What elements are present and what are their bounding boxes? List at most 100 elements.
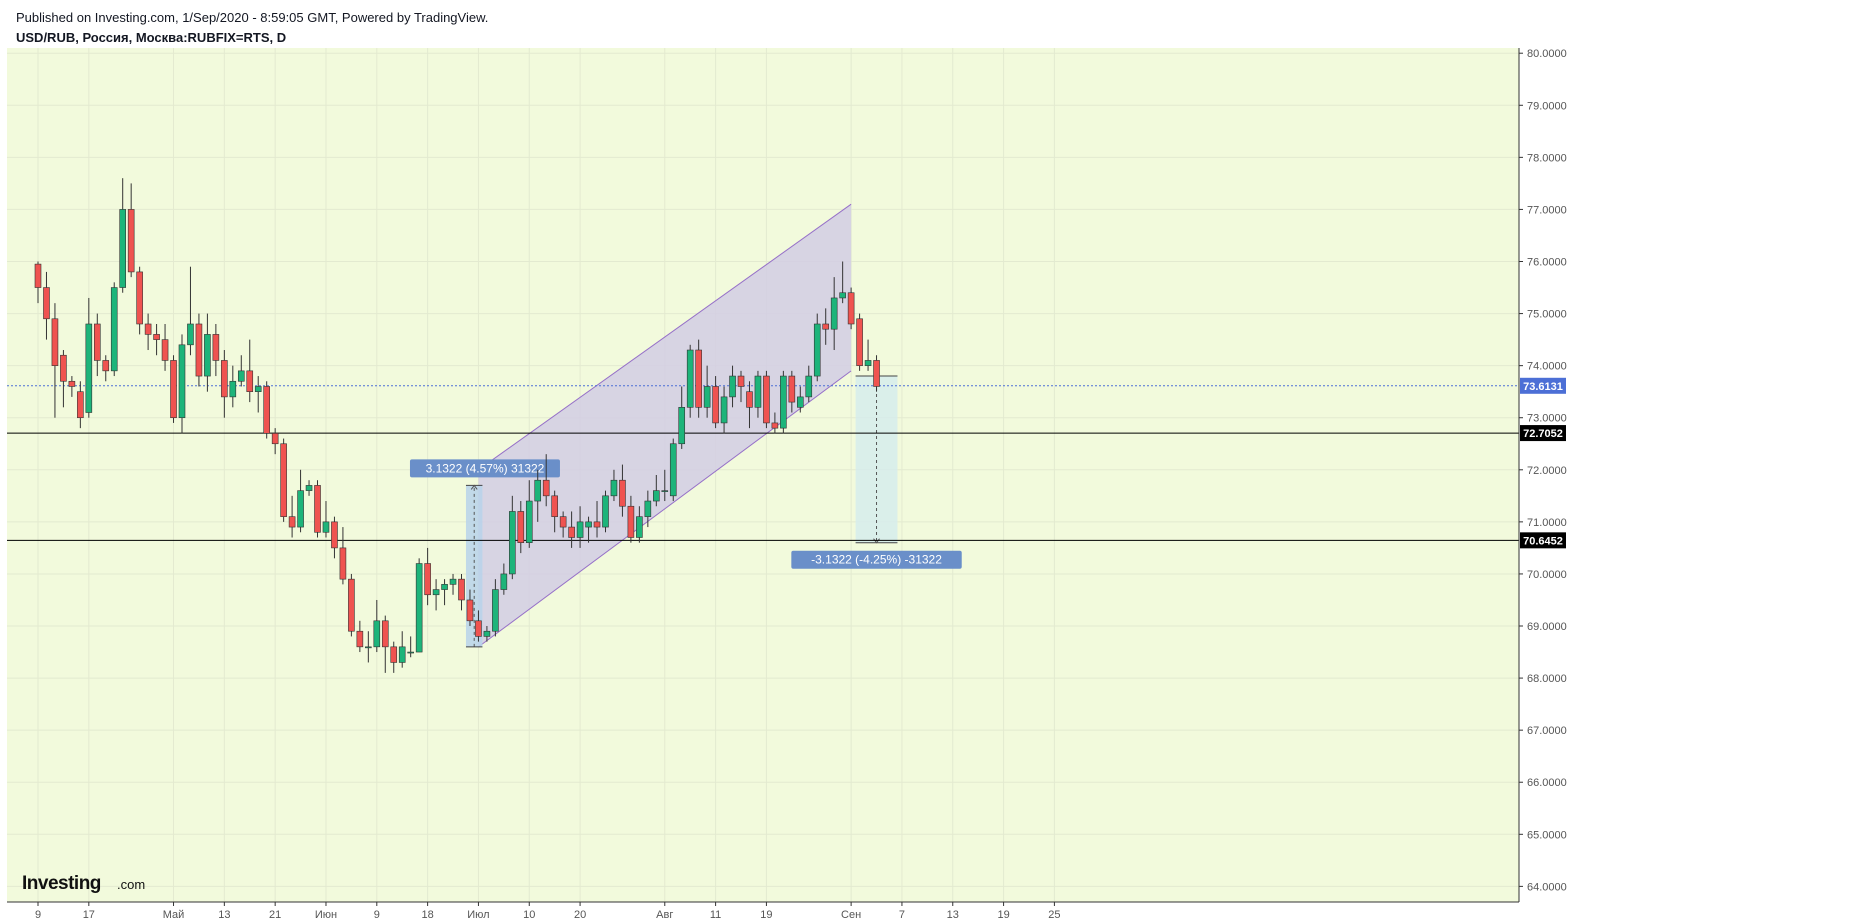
candle-body [297, 490, 304, 528]
candle-body [847, 292, 855, 325]
horizontal-levels[interactable] [7, 385, 1519, 541]
candle [492, 579, 499, 637]
axes: 80.0000 79.0000 78.0000 77.0000 76.0000 75.00… [7, 48, 1567, 921]
candle [339, 527, 347, 585]
candle [356, 620, 364, 653]
x-tick-label: 25 [1048, 909, 1060, 921]
candle-body [678, 407, 686, 445]
x-tick-label: Сен [841, 909, 861, 921]
candle [415, 558, 423, 653]
channel-lower-line[interactable] [478, 370, 852, 648]
candle-body [51, 318, 59, 366]
candle-body [796, 396, 804, 408]
candle-body [729, 375, 736, 398]
candle-body [830, 297, 838, 330]
candle [263, 381, 270, 439]
candle-body [187, 323, 194, 346]
candle-body [415, 563, 423, 653]
candles [34, 178, 880, 673]
candle [373, 599, 381, 653]
x-tick-label: 20 [574, 909, 586, 921]
candle-body [271, 433, 279, 445]
candle-body [856, 318, 863, 366]
candle-body [441, 584, 448, 590]
level-price-label: 70.6452 [1523, 535, 1563, 547]
channel-upper-line[interactable] [478, 203, 852, 471]
candle-body [60, 354, 67, 382]
candle-body [119, 209, 126, 288]
candle-body [381, 620, 389, 648]
x-tick-label: 18 [421, 909, 433, 921]
candle [280, 438, 287, 522]
candle [390, 641, 398, 673]
candle [754, 370, 762, 418]
y-tick-label: 67.0000 [1527, 725, 1567, 737]
candle [398, 631, 406, 668]
x-tick-label: 9 [374, 909, 380, 921]
candle [127, 183, 135, 278]
candle [500, 563, 508, 595]
y-tick-label: 75.0000 [1527, 309, 1567, 321]
candle-body [390, 646, 398, 663]
candle-body [110, 287, 118, 372]
candle [60, 350, 67, 408]
candle [153, 323, 160, 356]
candle [669, 438, 677, 502]
candle [187, 266, 194, 356]
candle-body [195, 323, 203, 377]
candle [678, 386, 686, 449]
candle-body [559, 516, 567, 528]
candle-body [127, 209, 135, 273]
candle [847, 287, 855, 330]
published-info: Published on Investing.com, 1/Sep/2020 -… [16, 10, 489, 25]
candle-body [873, 360, 880, 387]
candle [178, 334, 186, 434]
level-price-label-box [1520, 425, 1566, 442]
candle-body [170, 360, 177, 419]
y-tick-label: 74.0000 [1527, 361, 1567, 373]
candle-body [610, 479, 618, 497]
x-tick-label: 7 [899, 909, 905, 921]
candle [458, 573, 465, 611]
candle [542, 454, 550, 507]
y-tick-label: 70.0000 [1527, 569, 1567, 581]
candle-body [864, 360, 872, 366]
candle-body [339, 547, 347, 580]
measure-up-label: 3.1322 (4.57%) 31322 [426, 461, 545, 475]
x-tick-label: 9 [35, 909, 41, 921]
level-price-label: 72.7052 [1523, 428, 1563, 440]
candle-body [771, 422, 779, 429]
candle [144, 313, 152, 351]
candle [475, 610, 482, 642]
measure-tools[interactable]: 3.1322 (4.57%) 31322 -3.1322 (-4.25%) -31… [409, 375, 962, 648]
candle [93, 313, 101, 377]
candle-body [483, 630, 491, 637]
candle-body [314, 485, 321, 533]
candle-body [288, 516, 296, 528]
candle-body [204, 334, 211, 377]
candle [737, 370, 745, 403]
candle [822, 308, 830, 345]
candle-body [246, 370, 254, 392]
candle [348, 573, 355, 637]
candle [441, 579, 448, 606]
candle [796, 386, 804, 413]
candle [424, 547, 431, 606]
candle-body [517, 511, 525, 543]
candle [771, 412, 779, 434]
candle [864, 339, 872, 371]
y-tick-label: 71.0000 [1527, 517, 1567, 529]
candle-body [813, 323, 821, 377]
x-tick-label: 19 [997, 909, 1009, 921]
candle-body [280, 443, 287, 517]
candle-body [534, 479, 542, 502]
candle-body [331, 521, 338, 549]
x-tick-label: 10 [523, 909, 535, 921]
candle [136, 266, 143, 335]
candle-body [763, 375, 770, 424]
candle [314, 480, 321, 538]
candle-body [263, 386, 270, 434]
plot-area[interactable] [7, 48, 1519, 902]
y-tick-label: 65.0000 [1527, 829, 1567, 841]
